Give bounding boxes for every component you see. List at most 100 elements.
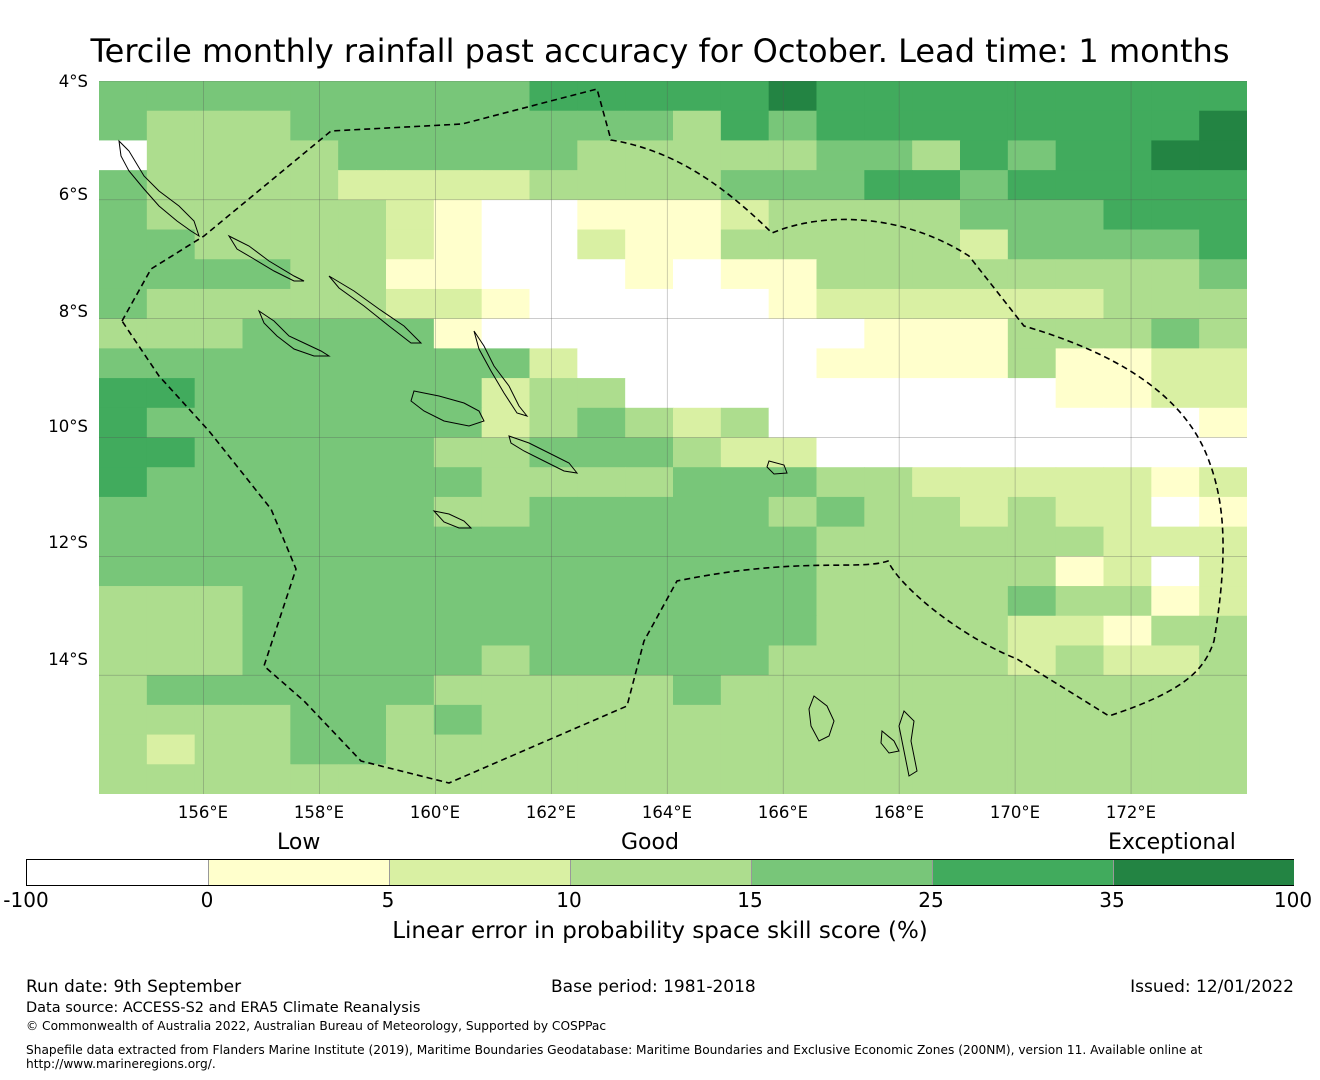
skill-cell [433,645,483,676]
skill-cell [1103,170,1152,201]
skill-cell [816,170,865,201]
skill-cell [194,734,244,765]
skill-cell [720,170,770,201]
coastlines [118,139,918,777]
skill-cell [242,526,291,557]
skill-cell [99,110,148,142]
skill-cell [1151,110,1200,142]
lon-label: 172°E [1105,803,1157,822]
skill-cell [99,378,148,409]
skill-cell [529,496,578,528]
skill-cell [99,496,148,528]
skill-cell [433,259,483,290]
skill-cell [864,437,913,468]
skill-cell [194,378,244,409]
skill-cell [338,467,387,498]
colorbar-tick: 25 [918,888,944,912]
skill-cell [673,348,722,379]
skill-cell [720,675,770,706]
skill-cell [1151,170,1200,201]
skill-cell [338,615,387,647]
skill-cell [242,288,291,320]
skill-cell [386,288,435,320]
skill-cell [625,556,674,587]
skill-cell [720,318,770,349]
skill-cell [912,140,961,171]
skill-cell [1007,556,1057,587]
skill-cell [386,199,435,231]
skill-cell [290,81,339,112]
skill-cell [433,348,483,379]
skill-cell [1151,734,1200,765]
skill-cell [529,229,578,260]
skill-cell [960,734,1009,765]
skill-cell [1199,407,1247,439]
category-label-exceptional: Exceptional [1108,830,1236,855]
skill-cell [1151,467,1200,498]
skill-cell [1055,229,1105,260]
new-georgia-coast [257,309,331,357]
skill-cell [768,407,818,439]
skill-cell [99,645,148,676]
skill-cell [481,615,531,647]
skill-cell [338,764,387,794]
skill-cell [625,645,674,676]
skill-cell [625,288,674,320]
skill-cell [1007,615,1057,647]
skill-cell [338,170,387,201]
skill-cell [194,437,244,468]
skill-cell [816,140,865,171]
skill-cell [1007,704,1057,736]
skill-cell [1199,110,1247,142]
skill-cell [290,526,339,557]
skill-cell [1151,704,1200,736]
skill-cell [960,764,1009,794]
skill-cell [290,734,339,765]
skill-cell [529,140,578,171]
skill-cell [1151,615,1200,647]
skill-cell [99,734,148,765]
skill-cell [1007,81,1057,112]
colorbar-segment [932,860,1114,885]
skill-cell [386,764,435,794]
category-label-good: Good [621,830,679,855]
santa-isabel-coast [328,275,423,344]
skill-cell [673,288,722,320]
skill-cell [625,318,674,349]
skill-cell [242,199,291,231]
skill-cell [1055,140,1105,171]
skill-cell [625,764,674,794]
skill-cell [1199,437,1247,468]
shapefile-url: http://www.marineregions.org/. [26,1057,216,1071]
skill-cell [1055,556,1105,587]
skill-cell [1007,318,1057,349]
skill-cell [529,110,578,142]
skill-cell [1103,467,1152,498]
skill-cell [816,81,865,112]
skill-cell [146,675,196,706]
skill-cell [768,140,818,171]
skill-cell [864,110,913,142]
skill-cell [912,526,961,557]
skill-cell [1103,229,1152,260]
skill-cell [1151,199,1200,231]
lat-label: 8°S [58,302,88,321]
skill-cell [481,348,531,379]
skill-cell [242,437,291,468]
skill-cell [1199,586,1247,617]
skill-cell [816,437,865,468]
skill-cell [194,348,244,379]
skill-cell [1103,496,1152,528]
skill-cell [433,615,483,647]
skill-cell [768,615,818,647]
skill-cell [481,170,531,201]
skill-cell [146,734,196,765]
lon-label: 166°E [757,803,809,822]
skill-cell [529,734,578,765]
skill-cell [912,199,961,231]
skill-cell [864,615,913,647]
skill-cell [1151,675,1200,706]
skill-cell [481,526,531,557]
skill-cell [386,556,435,587]
skill-cell [99,556,148,587]
